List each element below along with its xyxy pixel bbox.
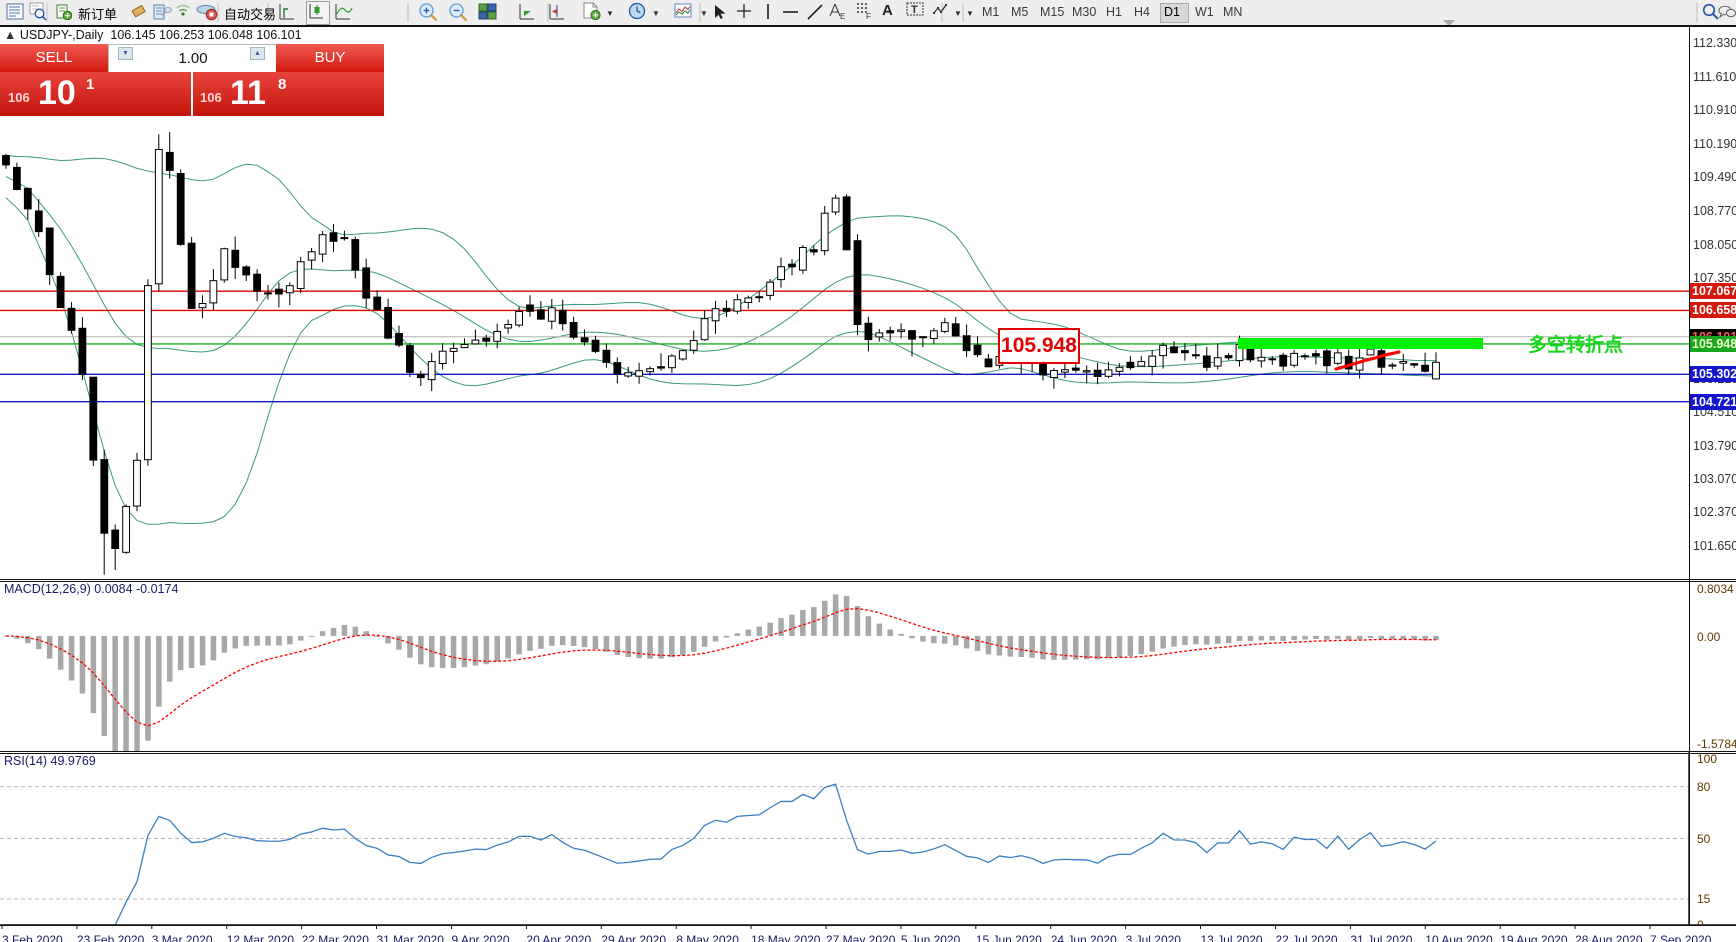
svg-text:T: T xyxy=(911,4,918,16)
svg-text:E: E xyxy=(840,12,845,20)
svg-text:F: F xyxy=(866,12,871,20)
